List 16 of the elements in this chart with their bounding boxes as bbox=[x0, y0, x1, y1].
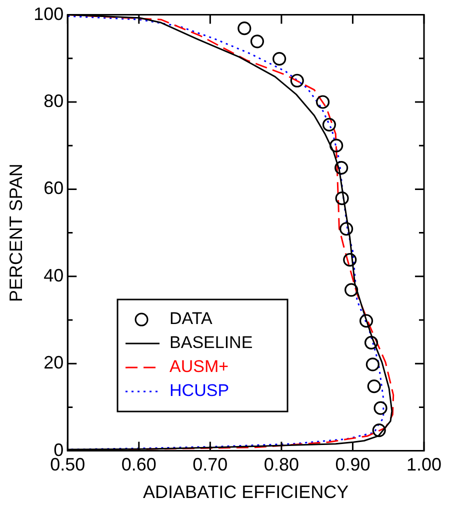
x-tick-label: 0.60 bbox=[121, 454, 156, 475]
x-axis-title: ADIABATIC EFFICIENCY bbox=[142, 482, 349, 502]
y-tick-label: 20 bbox=[44, 352, 64, 373]
x-tick-label: 1.00 bbox=[406, 454, 442, 475]
y-tick-label: 80 bbox=[44, 90, 64, 111]
x-tick-label: 0.80 bbox=[264, 454, 299, 475]
y-tick-label: 40 bbox=[44, 265, 64, 286]
y-tick-label: 100 bbox=[34, 4, 64, 24]
x-tick-label: 0.70 bbox=[192, 454, 228, 475]
y-tick-label: 60 bbox=[44, 178, 64, 198]
legend-label: HCUSP bbox=[170, 381, 230, 400]
legend-label: AUSM+ bbox=[170, 357, 229, 376]
legend-label: DATA bbox=[170, 309, 213, 328]
x-tick-label: 0.90 bbox=[335, 454, 370, 475]
legend-label: BASELINE bbox=[170, 333, 253, 352]
y-axis-title: PERCENT SPAN bbox=[6, 164, 26, 302]
